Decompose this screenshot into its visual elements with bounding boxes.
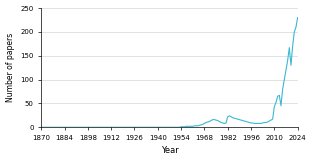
Y-axis label: Number of papers: Number of papers bbox=[6, 33, 15, 102]
X-axis label: Year: Year bbox=[161, 147, 178, 155]
